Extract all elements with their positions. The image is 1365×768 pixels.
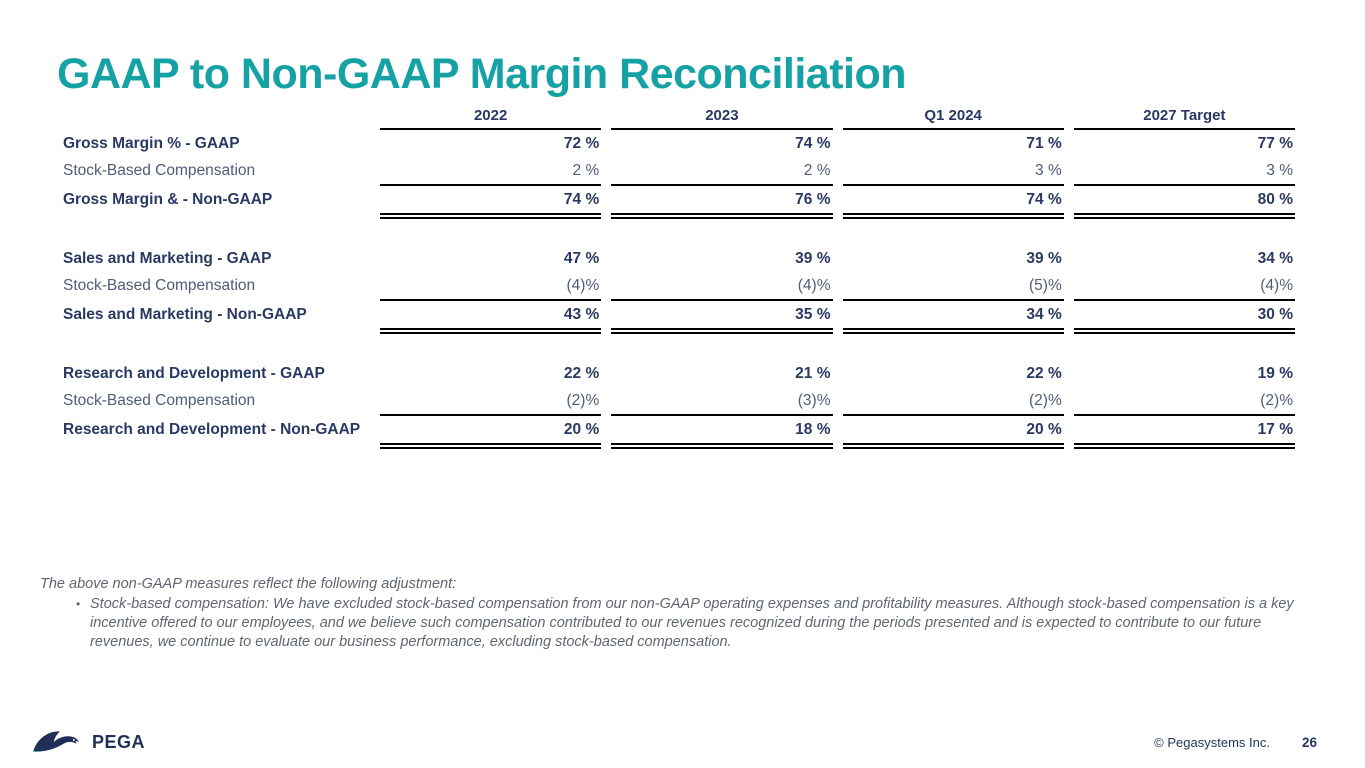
bullet-icon: • [75,597,81,611]
value-cell: (5)% [842,272,1064,301]
value-cell: 34 % [842,301,1064,334]
value-cell: 74 % [380,186,602,219]
value-cell: 71 % [1026,135,1062,152]
page-number: 26 [1301,735,1317,750]
column-header: 2023 [611,106,833,130]
column-header: 2027 Target [1073,106,1295,130]
value-cell: (3)% [611,387,833,416]
footnote-bullet-text: Stock-based compensation: We have exclud… [90,596,1294,650]
value-cell: 43 % [380,301,602,334]
footnote-intro: The above non-GAAP measures reflect the … [40,576,457,592]
pega-bird-icon [30,728,86,756]
row-label: Gross Margin & - Non-GAAP [63,191,273,208]
value-cell: (2)% [1073,387,1295,416]
row-label: Research and Development - Non-GAAP [63,421,361,438]
value-cell: 30 % [1073,301,1295,334]
value-cell: 21 % [795,365,831,382]
page-title: GAAP to Non-GAAP Margin Reconciliation [57,50,907,98]
footnote: The above non-GAAP measures reflect the … [40,575,1302,652]
value-cell: (2)% [842,387,1064,416]
copyright-text: © Pegasystems Inc. [1154,735,1270,750]
group-spacer [63,334,1295,360]
value-cell: 3 % [1073,157,1295,186]
value-cell: 3 % [842,157,1064,186]
value-cell: 80 % [1073,186,1295,219]
value-cell: 20 % [842,416,1064,449]
value-cell: 47 % [563,250,600,267]
value-cell: (4)% [611,272,833,301]
value-cell: 18 % [611,416,833,449]
pega-logo-text: PEGA [92,731,146,752]
column-header-spacer [63,106,370,128]
value-cell: 22 % [563,365,600,382]
value-cell: 74 % [842,186,1064,219]
column-header: 2022 [380,106,602,130]
value-cell: 2 % [380,157,602,186]
row-label: Stock-Based Compensation [63,162,256,179]
row-label: Stock-Based Compensation [63,277,256,294]
pega-logo: PEGA [30,726,145,758]
value-cell: 22 % [1026,365,1062,382]
value-cell: 39 % [795,250,831,267]
footnote-bullet-row: • Stock-based compensation: We have excl… [40,595,1302,652]
value-cell: 77 % [1257,135,1293,152]
column-header: Q1 2024 [842,106,1064,130]
value-cell: 72 % [563,135,600,152]
reconciliation-table: 2022 2023 Q1 2024 2027 Target Gross Margin %… [63,106,1295,449]
footer: © Pegasystems Inc. 26 [1154,735,1317,750]
value-cell: (2)% [380,387,602,416]
value-cell: 19 % [1257,365,1293,382]
value-cell: (4)% [1073,272,1295,301]
value-cell: 76 % [611,186,833,219]
value-cell: 17 % [1073,416,1295,449]
value-cell: 74 % [795,135,831,152]
value-cell: (4)% [380,272,602,301]
row-label: Gross Margin % - GAAP [63,135,240,152]
group-spacer [63,219,1295,245]
value-cell: 39 % [1026,250,1062,267]
row-label: Stock-Based Compensation [63,392,256,409]
row-label: Sales and Marketing - GAAP [63,250,272,267]
value-cell: 20 % [380,416,602,449]
value-cell: 2 % [611,157,833,186]
value-cell: 35 % [611,301,833,334]
row-label: Research and Development - GAAP [63,365,325,382]
row-label: Sales and Marketing - Non-GAAP [63,306,307,323]
value-cell: 34 % [1257,250,1293,267]
